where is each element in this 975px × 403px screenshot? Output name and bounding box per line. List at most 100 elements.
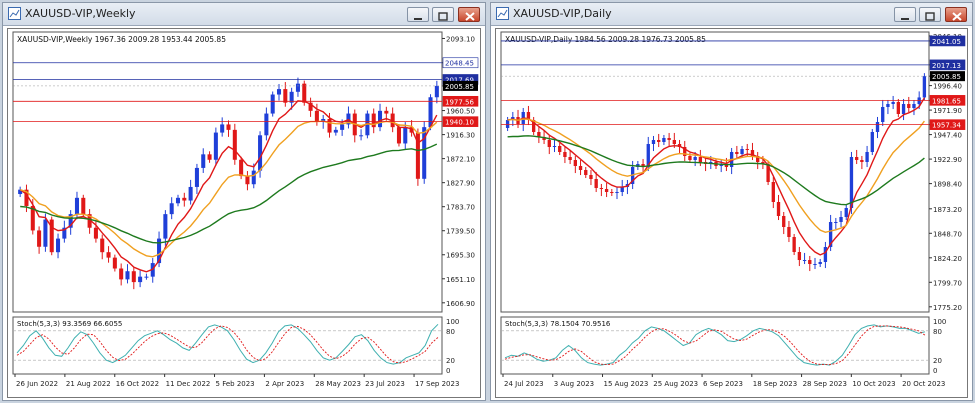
- y-tick-label: 1695.30: [446, 252, 475, 260]
- stoch-axis-label: 100: [446, 318, 459, 326]
- y-tick-label: 1848.70: [933, 230, 962, 238]
- candle-body: [68, 214, 73, 228]
- candle-body: [359, 135, 364, 137]
- candle-body: [289, 91, 294, 103]
- x-tick-label: 23 Jul 2023: [365, 380, 405, 388]
- candle-body: [100, 238, 105, 253]
- candle-body: [886, 104, 890, 107]
- candle-body: [844, 208, 848, 217]
- x-tick-label: 21 Aug 2022: [66, 380, 111, 388]
- ma-fast-line: [507, 97, 926, 256]
- candle-body: [573, 160, 578, 166]
- candle-body: [818, 262, 822, 264]
- candle-body: [30, 205, 35, 231]
- close-icon: [952, 12, 962, 21]
- candle-body: [157, 238, 162, 264]
- chart-window-icon: [496, 7, 509, 20]
- candle-body: [194, 167, 199, 187]
- y-tick-label: 1827.90: [446, 180, 475, 188]
- candle-body: [138, 276, 143, 283]
- level-label-box: [929, 35, 966, 47]
- x-tick-label: 24 Jul 2023: [504, 380, 544, 388]
- y-tick-label: 1824.20: [933, 255, 962, 263]
- ma-mid-line: [507, 118, 925, 234]
- candle-body: [849, 157, 854, 208]
- x-tick-label: 11 Dec 2022: [166, 380, 211, 388]
- candle-body: [610, 192, 614, 193]
- candle-body: [776, 202, 781, 216]
- y-tick-label: 1898.40: [933, 181, 962, 189]
- candle-body: [870, 132, 874, 152]
- stoch-axis-label: 80: [446, 328, 455, 336]
- daily-chart[interactable]: XAUUSD-VIP,Daily 1984.56 2009.28 1976.73…: [496, 29, 967, 397]
- candle-body: [201, 154, 206, 168]
- restore-button[interactable]: [432, 7, 454, 22]
- chart-window-weekly[interactable]: XAUUSD-VIP,Weekly XAUUSD-VIP,Weekly 1967…: [2, 2, 486, 401]
- x-tick-label: 26 Jun 2022: [16, 380, 58, 388]
- y-tick-label: 2093.10: [446, 35, 475, 43]
- restore-button[interactable]: [919, 7, 941, 22]
- candle-body: [896, 102, 901, 114]
- weekly-chart[interactable]: XAUUSD-VIP,Weekly 1967.36 2009.28 1953.4…: [8, 29, 480, 397]
- y-tick-label: 1872.10: [446, 156, 475, 164]
- candle-body: [839, 217, 843, 222]
- candle-body: [62, 227, 67, 239]
- candle-body: [24, 189, 29, 206]
- x-tick-label: 10 Oct 2023: [852, 380, 895, 388]
- minimize-button[interactable]: [407, 7, 429, 22]
- candle-body: [182, 197, 187, 201]
- candle-body: [144, 276, 149, 278]
- x-tick-label: 2 Apr 2023: [265, 380, 304, 388]
- candle-body: [578, 166, 583, 170]
- candle-body: [599, 188, 604, 189]
- candle-body: [245, 176, 250, 185]
- y-tick-label: 1971.90: [933, 107, 962, 115]
- candle-body: [657, 140, 661, 142]
- candle-body: [771, 182, 775, 202]
- candle-body: [119, 268, 124, 280]
- candle-body: [49, 219, 54, 253]
- level-label-box: [929, 95, 966, 106]
- stoch-axis-label: 20: [933, 357, 942, 365]
- candle-body: [276, 89, 282, 95]
- candle-body: [646, 144, 650, 167]
- stoch-signal-line: [16, 325, 439, 364]
- candle-body: [537, 132, 541, 137]
- ma-slow-line: [507, 135, 925, 206]
- x-tick-label: 3 Aug 2023: [554, 380, 594, 388]
- candle-body: [875, 122, 880, 132]
- window-titlebar[interactable]: XAUUSD-VIP,Weekly: [3, 3, 485, 26]
- candle-body: [828, 222, 833, 247]
- candle-body: [384, 110, 389, 114]
- candle-body: [688, 156, 692, 160]
- candle-body: [683, 147, 687, 156]
- candle-body: [226, 124, 231, 130]
- x-tick-label: 18 Sep 2023: [753, 380, 797, 388]
- candle-body: [428, 97, 433, 128]
- candle-body: [756, 156, 760, 162]
- candle-body: [912, 104, 916, 108]
- minimize-button[interactable]: [894, 7, 916, 22]
- candle-body: [220, 124, 225, 133]
- level-label: 1977.56: [445, 98, 474, 106]
- candle-body: [18, 189, 23, 195]
- candle-body: [620, 187, 624, 192]
- chart-window-daily[interactable]: XAUUSD-VIP,Daily XAUUSD-VIP,Daily 1984.5…: [490, 2, 973, 401]
- level-label-box: [442, 95, 479, 107]
- candle-body: [403, 127, 408, 144]
- stoch-axis-label: 100: [933, 318, 946, 326]
- candle-body: [865, 152, 869, 162]
- candle-body: [594, 179, 598, 188]
- level-label: 1957.34: [932, 122, 961, 130]
- candle-body: [526, 112, 531, 120]
- candle-body: [808, 260, 812, 264]
- close-button[interactable]: [945, 7, 967, 22]
- stoch-axis-label: 0: [933, 367, 937, 375]
- close-button[interactable]: [458, 7, 480, 22]
- candle-body: [881, 107, 885, 122]
- candle-body: [93, 227, 98, 239]
- y-tick-label: 1873.20: [933, 206, 962, 214]
- candle-body: [823, 247, 828, 262]
- candle-body: [74, 197, 79, 215]
- window-titlebar[interactable]: XAUUSD-VIP,Daily: [491, 3, 972, 26]
